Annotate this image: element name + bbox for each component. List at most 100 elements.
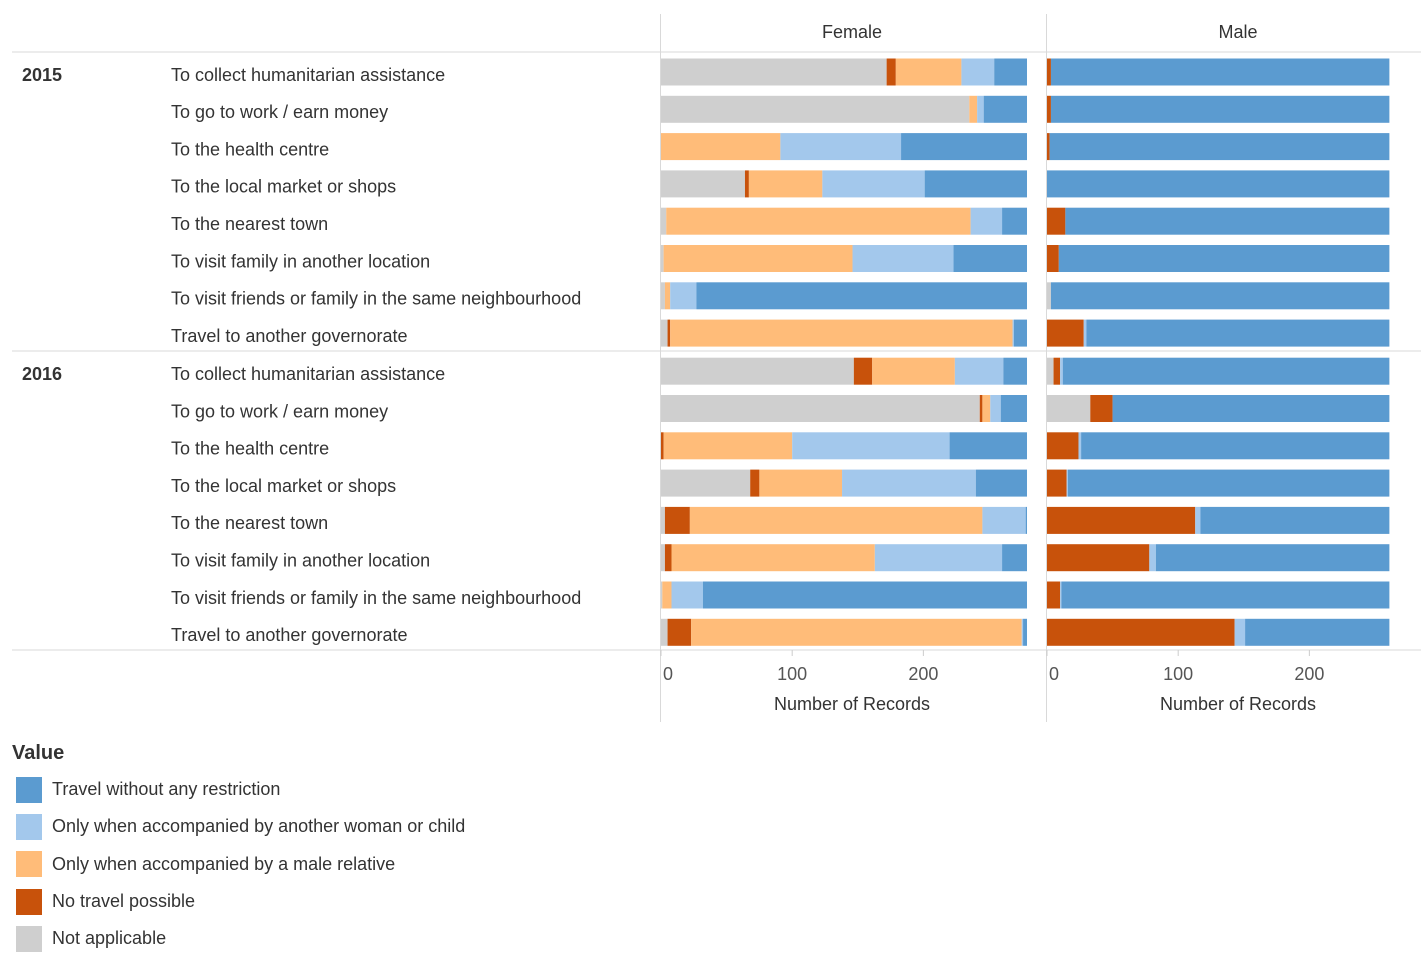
bar-segment-female-travel-without-any-restriction bbox=[1000, 395, 1027, 422]
bar-segment-female-no-travel-possible bbox=[667, 618, 692, 646]
stacked-bar-chart: Female Male 2015 To collect humanitarian as… bbox=[12, 14, 1421, 722]
bar-segment-female-not-applicable bbox=[661, 170, 745, 198]
bar-segment-female-only-when-accompanied-by-a-male-relative bbox=[666, 207, 971, 235]
bar-segment-male-travel-without-any-restriction bbox=[1081, 432, 1390, 460]
bar-segment-female-travel-without-any-restriction bbox=[696, 282, 1027, 310]
bar-segment-female-not-applicable bbox=[661, 319, 668, 347]
bar-segment-male-no-travel-possible bbox=[1047, 95, 1051, 123]
bar-segment-female-travel-without-any-restriction bbox=[1025, 506, 1027, 534]
bar-segment-female-only-when-accompanied-by-a-male-relative bbox=[661, 133, 781, 161]
bar-segment-female-only-when-accompanied-by-a-male-relative bbox=[689, 506, 983, 534]
bar-segment-female-no-travel-possible bbox=[853, 357, 873, 385]
bar-segment-female-travel-without-any-restriction bbox=[901, 133, 1027, 161]
bar-segment-male-no-travel-possible bbox=[1047, 506, 1196, 534]
row-label: To collect humanitarian assistance bbox=[171, 65, 445, 85]
x-tick-label: 100 bbox=[1163, 664, 1193, 684]
group-label-2016: 2016 bbox=[22, 364, 62, 384]
bar-segment-female-only-when-accompanied-by-another-woman-or-child bbox=[961, 58, 995, 86]
bar-segment-female-only-when-accompanied-by-another-woman-or-child bbox=[780, 133, 902, 161]
bar-segment-female-travel-without-any-restriction bbox=[1023, 618, 1027, 646]
bar-segment-female-travel-without-any-restriction bbox=[1002, 207, 1027, 235]
bar-segment-female-only-when-accompanied-by-another-woman-or-child bbox=[874, 544, 1003, 572]
bar-segment-male-only-when-accompanied-by-another-woman-or-child bbox=[1149, 544, 1156, 572]
bar-segment-male-not-applicable bbox=[1047, 395, 1091, 422]
bar-segment-male-no-travel-possible bbox=[1047, 544, 1150, 572]
bar-segment-female-only-when-accompanied-by-a-male-relative bbox=[670, 319, 1013, 347]
row-label: To visit family in another location bbox=[171, 550, 430, 570]
group-label-2015: 2015 bbox=[22, 65, 62, 85]
row-label: To visit friends or family in the same n… bbox=[171, 289, 581, 309]
bar-segment-male-travel-without-any-restriction bbox=[1050, 95, 1390, 123]
bar-segment-male-no-travel-possible bbox=[1047, 133, 1050, 161]
bar-segment-male-travel-without-any-restriction bbox=[1061, 581, 1390, 609]
bar-segment-female-only-when-accompanied-by-a-male-relative bbox=[895, 58, 962, 86]
bar-segment-male-only-when-accompanied-by-another-woman-or-child bbox=[1083, 319, 1087, 347]
bar-segment-female-no-travel-possible bbox=[744, 170, 749, 198]
legend-label: No travel possible bbox=[52, 891, 196, 912]
bar-segment-male-travel-without-any-restriction bbox=[1086, 319, 1390, 347]
bar-segment-male-no-travel-possible bbox=[1047, 581, 1061, 609]
row-label: To collect humanitarian assistance bbox=[171, 364, 445, 384]
legend-swatch bbox=[16, 851, 42, 878]
x-axis-label: Number of Records bbox=[1160, 694, 1316, 714]
bar-segment-male-travel-without-any-restriction bbox=[1245, 618, 1390, 646]
bar-segment-female-travel-without-any-restriction bbox=[949, 432, 1027, 460]
legend-swatch bbox=[16, 925, 42, 952]
bar-segment-female-no-travel-possible bbox=[661, 432, 664, 460]
bar-segment-female-only-when-accompanied-by-a-male-relative bbox=[663, 432, 793, 460]
bar-segment-male-not-applicable bbox=[1047, 282, 1051, 310]
bar-segment-male-only-when-accompanied-by-another-woman-or-child bbox=[1078, 432, 1082, 460]
x-tick-label: 0 bbox=[663, 664, 673, 684]
bar-segment-female-travel-without-any-restriction bbox=[924, 170, 1027, 198]
bar-segment-female-only-when-accompanied-by-a-male-relative bbox=[759, 469, 843, 497]
legend-item: No travel possible bbox=[12, 883, 465, 920]
bar-segment-male-only-when-accompanied-by-another-woman-or-child bbox=[1060, 357, 1063, 385]
legend-item: Only when accompanied by a male relative bbox=[12, 846, 465, 883]
bar-segment-female-not-applicable bbox=[661, 395, 980, 422]
legend-swatch bbox=[16, 888, 42, 915]
bar-segment-female-only-when-accompanied-by-another-woman-or-child bbox=[1021, 618, 1024, 646]
bar-segment-male-only-when-accompanied-by-another-woman-or-child bbox=[1060, 581, 1062, 609]
bar-segment-male-not-applicable bbox=[1047, 357, 1054, 385]
bar-segment-male-travel-without-any-restriction bbox=[1062, 357, 1390, 385]
legend-items: Travel without any restriction Only when … bbox=[12, 771, 465, 957]
bar-segment-male-no-travel-possible bbox=[1047, 618, 1235, 646]
bar-segment-female-only-when-accompanied-by-a-male-relative bbox=[662, 581, 672, 609]
bar-segment-male-travel-without-any-restriction bbox=[1050, 282, 1390, 310]
bar-segment-female-no-travel-possible bbox=[664, 506, 690, 534]
bar-segment-female-only-when-accompanied-by-another-woman-or-child bbox=[670, 282, 697, 310]
bar-segment-female-only-when-accompanied-by-another-woman-or-child bbox=[977, 95, 984, 123]
legend-swatch bbox=[16, 776, 42, 803]
bar-segment-female-only-when-accompanied-by-a-male-relative bbox=[982, 395, 991, 422]
bar-segment-male-no-travel-possible bbox=[1047, 58, 1051, 86]
bar-segment-female-only-when-accompanied-by-a-male-relative bbox=[664, 282, 671, 310]
bar-segment-female-only-when-accompanied-by-another-woman-or-child bbox=[852, 245, 954, 272]
bar-segment-female-travel-without-any-restriction bbox=[983, 95, 1027, 123]
bar-segment-female-only-when-accompanied-by-another-woman-or-child bbox=[954, 357, 1004, 385]
bar-segment-male-no-travel-possible bbox=[1053, 357, 1061, 385]
row-label: To the nearest town bbox=[171, 214, 328, 234]
bar-segment-female-travel-without-any-restriction bbox=[702, 581, 1027, 609]
bar-segment-female-no-travel-possible bbox=[750, 469, 760, 497]
bar-segment-male-travel-without-any-restriction bbox=[1050, 58, 1390, 86]
bar-segment-female-only-when-accompanied-by-another-woman-or-child bbox=[990, 395, 1001, 422]
bar-segment-female-only-when-accompanied-by-a-male-relative bbox=[671, 544, 875, 572]
bar-segment-female-not-applicable bbox=[661, 207, 667, 235]
bar-segment-female-only-when-accompanied-by-another-woman-or-child bbox=[982, 506, 1026, 534]
legend-item: Only when accompanied by another woman o… bbox=[12, 808, 465, 845]
bar-segment-female-no-travel-possible bbox=[667, 319, 671, 347]
x-tick-label: 200 bbox=[908, 664, 938, 684]
bar-segment-male-no-travel-possible bbox=[1047, 319, 1084, 347]
bar-segment-male-no-travel-possible bbox=[1047, 207, 1066, 235]
bar-segment-female-only-when-accompanied-by-a-male-relative bbox=[691, 618, 1022, 646]
bar-segment-female-only-when-accompanied-by-another-woman-or-child bbox=[822, 170, 925, 198]
bar-segment-female-only-when-accompanied-by-another-woman-or-child bbox=[792, 432, 950, 460]
bar-segment-female-not-applicable bbox=[661, 357, 854, 385]
bar-segment-male-travel-without-any-restriction bbox=[1058, 245, 1390, 272]
bar-segment-male-no-travel-possible bbox=[1047, 432, 1079, 460]
row-label: To visit friends or family in the same n… bbox=[171, 588, 581, 608]
row-label: To the nearest town bbox=[171, 513, 328, 533]
bar-segment-male-no-travel-possible bbox=[1047, 469, 1067, 497]
legend-item: Travel without any restriction bbox=[12, 771, 465, 808]
row-label: To the local market or shops bbox=[171, 476, 396, 496]
